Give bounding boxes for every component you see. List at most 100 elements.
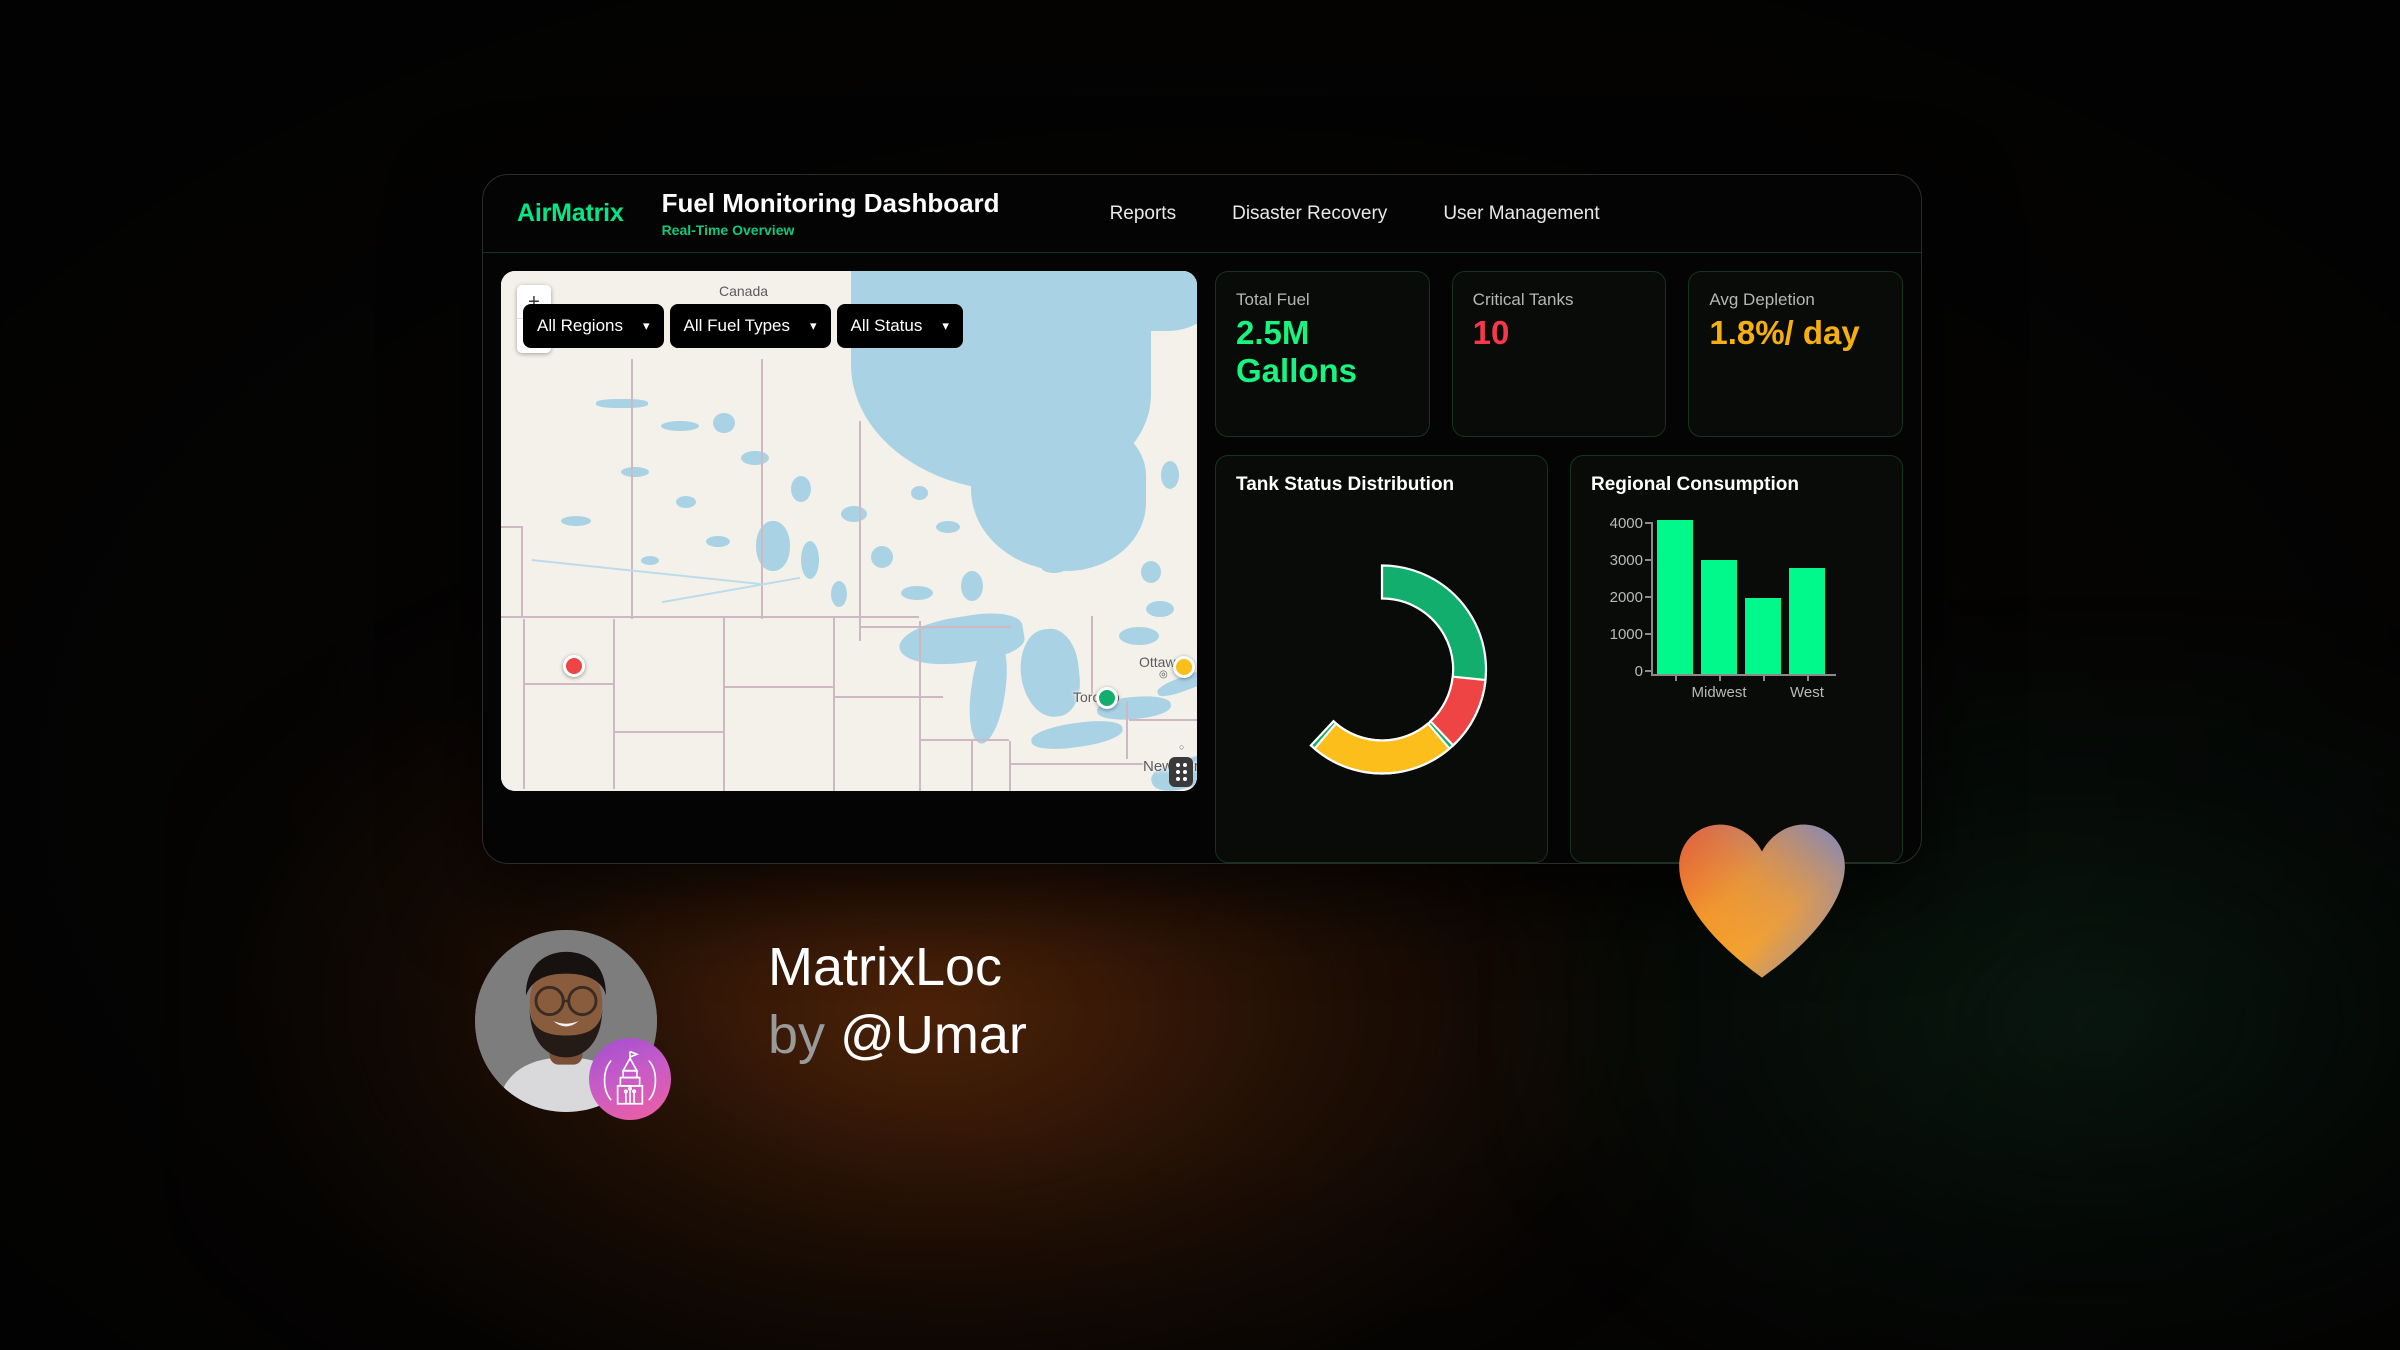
nav-user-management[interactable]: User Management [1443, 202, 1600, 224]
map-canvas[interactable]: Canada Ottawa Toronto New York ◎ ○ [501, 271, 1197, 791]
map-lake [741, 451, 769, 465]
map-border [919, 621, 921, 791]
map-border [631, 359, 633, 619]
map-border [761, 359, 763, 619]
credit-handle: @Umar [840, 1005, 1027, 1065]
chart-card-row: Tank Status Distribution [1215, 455, 1903, 863]
map-lake [1001, 521, 1021, 535]
map-border [1126, 701, 1128, 759]
x-axis-line [1651, 674, 1836, 676]
map-border [1129, 719, 1197, 721]
bar-south[interactable] [1745, 598, 1781, 674]
stat-card-critical-tanks[interactable]: Critical Tanks 10 [1451, 271, 1667, 437]
regional-consumption-bar-chart[interactable]: 4000 3000 2000 1000 0 [1571, 514, 1902, 744]
map-border [613, 731, 723, 733]
y-tick-0: 0 [1634, 663, 1643, 680]
map-border [859, 616, 919, 618]
y-tick-2000: 2000 [1609, 589, 1643, 606]
map-border [861, 626, 1011, 628]
avatar[interactable] [475, 930, 671, 1120]
map-border [523, 619, 525, 789]
chevron-down-icon: ▾ [942, 318, 949, 333]
map-lake [1101, 516, 1125, 534]
map-water-lake-erie [1029, 716, 1125, 754]
map-lake [621, 467, 649, 477]
map-lake [1141, 561, 1161, 583]
filter-status-value: All Status [850, 316, 923, 335]
y-tick-3000: 3000 [1609, 552, 1643, 569]
filter-status[interactable]: All Status ▾ [836, 304, 963, 348]
stat-card-total-fuel[interactable]: Total Fuel 2.5M Gallons [1215, 271, 1430, 437]
stat-card-avg-depletion[interactable]: Avg Depletion 1.8%/ day [1688, 271, 1904, 437]
y-tick-mark [1645, 596, 1651, 598]
map-panel[interactable]: Canada Ottawa Toronto New York ◎ ○ + − A… [501, 271, 1197, 791]
brand-logo[interactable]: AirMatrix [517, 199, 624, 227]
main-nav: Reports Disaster Recovery User Managemen… [1110, 203, 1600, 225]
map-marker-critical[interactable] [563, 655, 585, 677]
filter-region[interactable]: All Regions ▾ [523, 304, 664, 348]
map-border [859, 421, 861, 621]
map-lake [841, 506, 867, 522]
project-name: MatrixLoc [768, 937, 1003, 997]
map-lake [871, 546, 893, 568]
x-tick-mark [1763, 675, 1765, 681]
heart-shape-overlay [1679, 824, 1845, 978]
map-border [613, 619, 615, 729]
map-border [833, 696, 943, 698]
map-lake [901, 586, 933, 600]
donut-slice-critical[interactable] [1428, 675, 1487, 747]
tank-status-donut-chart[interactable] [1264, 552, 1499, 792]
heart-reaction-icon[interactable] [1672, 812, 1852, 992]
map-lake [831, 581, 847, 607]
map-lake [713, 413, 735, 433]
donut-slice-warning[interactable] [1312, 721, 1451, 775]
map-border [1091, 616, 1093, 694]
y-tick-mark [1645, 522, 1651, 524]
bar-midwest[interactable] [1701, 560, 1737, 674]
y-axis-line [1651, 522, 1653, 674]
y-tick-mark [1645, 633, 1651, 635]
x-tick-west: West [1790, 684, 1824, 701]
map-label-ottawa: Ottawa [1139, 654, 1184, 670]
map-marker-warning[interactable] [1173, 656, 1195, 678]
nav-disaster-recovery[interactable]: Disaster Recovery [1232, 202, 1388, 224]
credit-text: MatrixLoc by @Umar [768, 940, 1027, 1062]
map-lake [1161, 461, 1179, 489]
map-water-top-strip [1101, 271, 1197, 331]
map-border [501, 616, 861, 618]
donut-svg [1308, 564, 1487, 775]
page-title: Fuel Monitoring Dashboard [661, 188, 1000, 219]
map-border [613, 689, 615, 789]
tank-status-title: Tank Status Distribution [1236, 474, 1455, 495]
app-body: Canada Ottawa Toronto New York ◎ ○ + − A… [483, 253, 1921, 863]
chevron-down-icon: ▾ [643, 318, 650, 333]
avatar-badge[interactable] [589, 1038, 671, 1120]
x-tick-mark [1719, 675, 1721, 681]
map-lake [936, 521, 960, 533]
map-lake [791, 476, 811, 502]
y-tick-mark [1645, 670, 1651, 672]
app-window: AirMatrix Fuel Monitoring Dashboard Real… [482, 174, 1922, 864]
right-column: Total Fuel 2.5M Gallons Critical Tanks 1… [1215, 271, 1904, 863]
bar-northeast[interactable] [1657, 520, 1693, 674]
map-lake [961, 571, 983, 601]
filter-fuel-type[interactable]: All Fuel Types ▾ [669, 304, 831, 348]
map-lake [1119, 627, 1159, 645]
credit-by-label: by [768, 1005, 841, 1065]
map-drag-handle[interactable] [1169, 757, 1193, 787]
map-border [723, 686, 833, 688]
stat-label: Total Fuel [1236, 290, 1310, 309]
bar-west[interactable] [1789, 568, 1825, 674]
map-lake [1146, 601, 1174, 617]
y-tick-mark [1645, 559, 1651, 561]
stat-value: 10 [1472, 314, 1510, 351]
x-tick-mark [1675, 675, 1677, 681]
map-border [501, 526, 521, 528]
nav-reports[interactable]: Reports [1109, 202, 1177, 224]
map-lake [596, 399, 648, 408]
map-marker-normal[interactable] [1096, 687, 1118, 709]
chevron-down-icon: ▾ [810, 318, 817, 333]
map-lake [911, 486, 928, 500]
app-header: AirMatrix Fuel Monitoring Dashboard Real… [483, 175, 1921, 253]
map-label-city-dot: ○ [1179, 742, 1185, 752]
